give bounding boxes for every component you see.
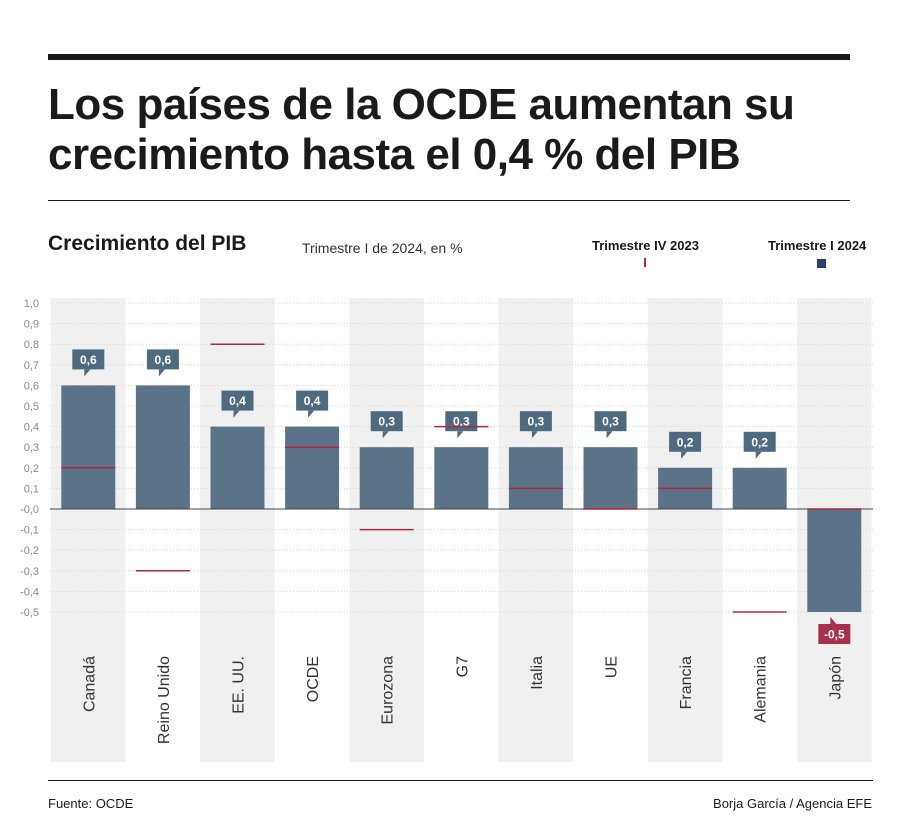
category-label: Eurozona (380, 656, 397, 725)
y-tick-label: -0,4 (20, 586, 39, 598)
category-label: Francia (678, 656, 695, 709)
bar (285, 426, 340, 509)
legend-label-curr: Trimestre I 2024 (768, 238, 867, 253)
value-label-box (743, 431, 776, 452)
value-label-pointer (531, 431, 538, 439)
y-tick-label: 0,7 (24, 360, 39, 372)
title-divider (48, 200, 850, 201)
value-label-pointer (755, 451, 762, 459)
y-tick-label: 0,1 (24, 483, 39, 495)
value-label-pointer (158, 369, 165, 377)
bar (508, 447, 563, 509)
y-tick-label: 0,8 (24, 339, 39, 351)
value-label-pointer (233, 410, 240, 418)
legend-swatch-curr (817, 259, 826, 268)
value-label: -0,5 (824, 628, 845, 642)
value-label-box (221, 390, 254, 411)
legend-swatch-prev (644, 258, 646, 267)
category-label: EE. UU. (231, 656, 248, 714)
value-label: 0,3 (602, 415, 619, 429)
y-tick-label: 0,2 (24, 463, 39, 475)
value-label: 0,2 (677, 435, 694, 449)
bar (583, 447, 638, 509)
category-label: Alemania (753, 656, 770, 723)
value-label-box (370, 411, 403, 432)
y-tick-label: -0,1 (20, 525, 39, 537)
column-band (498, 298, 574, 762)
y-tick-label: 0,3 (24, 442, 39, 454)
value-label: 0,2 (751, 435, 768, 449)
chart-subtitle-note: Trimestre I de 2024, en % (302, 240, 463, 256)
footer-divider (48, 780, 873, 781)
bar (135, 385, 190, 509)
value-label: 0,4 (229, 394, 246, 408)
y-tick-label: -0,3 (20, 566, 39, 578)
category-label: Canadá (81, 656, 98, 712)
value-label: 0,3 (453, 415, 470, 429)
category-label: G7 (454, 656, 471, 677)
category-label: UE (604, 656, 621, 678)
top-rule (48, 54, 850, 60)
bar (807, 509, 862, 612)
bar (732, 467, 787, 509)
value-label: 0,4 (304, 394, 321, 408)
bar (210, 426, 265, 509)
column-band (51, 298, 126, 762)
credit-note: Borja García / Agencia EFE (713, 796, 872, 811)
page-title: Los países de la OCDE aumentan su crecim… (48, 80, 795, 179)
value-label-box (72, 349, 105, 370)
value-label-pointer (308, 410, 315, 418)
value-label-box (818, 624, 851, 644)
value-label-box (594, 411, 627, 432)
legend-item-curr: Trimestre I 2024 (768, 238, 867, 268)
value-label-pointer (457, 431, 464, 439)
value-label-pointer (830, 617, 837, 624)
column-band (647, 298, 723, 762)
value-label-pointer (681, 451, 688, 459)
y-tick-label: -0,0 (20, 504, 39, 516)
value-label-pointer (382, 431, 389, 439)
value-label-box (669, 431, 702, 452)
category-label: Reino Unido (156, 656, 173, 744)
value-label-box (146, 349, 179, 370)
y-tick-label: 1,0 (24, 298, 39, 310)
category-label: Italia (529, 656, 546, 690)
legend-item-prev: Trimestre IV 2023 (592, 238, 699, 267)
value-label: 0,3 (378, 415, 395, 429)
y-tick-label: 0,4 (24, 422, 39, 434)
bar (61, 385, 116, 509)
y-tick-label: -0,5 (20, 607, 39, 619)
category-label: Japón (827, 656, 844, 700)
column-band (200, 298, 275, 762)
value-label: 0,6 (80, 353, 97, 367)
y-tick-label: -0,2 (20, 545, 39, 557)
value-label-box (296, 390, 329, 411)
bar (434, 447, 489, 509)
value-label: 0,3 (528, 415, 545, 429)
value-label: 0,6 (155, 353, 172, 367)
category-label: OCDE (305, 656, 322, 702)
value-label-pointer (84, 369, 91, 377)
value-label-pointer (606, 431, 613, 439)
y-tick-label: 0,9 (24, 319, 39, 331)
value-label-box (519, 411, 552, 432)
y-tick-label: 0,5 (24, 401, 39, 413)
y-tick-label: 0,6 (24, 380, 39, 392)
source-note: Fuente: OCDE (48, 796, 134, 811)
chart-subtitle: Crecimiento del PIB (48, 232, 247, 255)
legend-label-prev: Trimestre IV 2023 (592, 238, 699, 253)
bar (359, 447, 414, 509)
